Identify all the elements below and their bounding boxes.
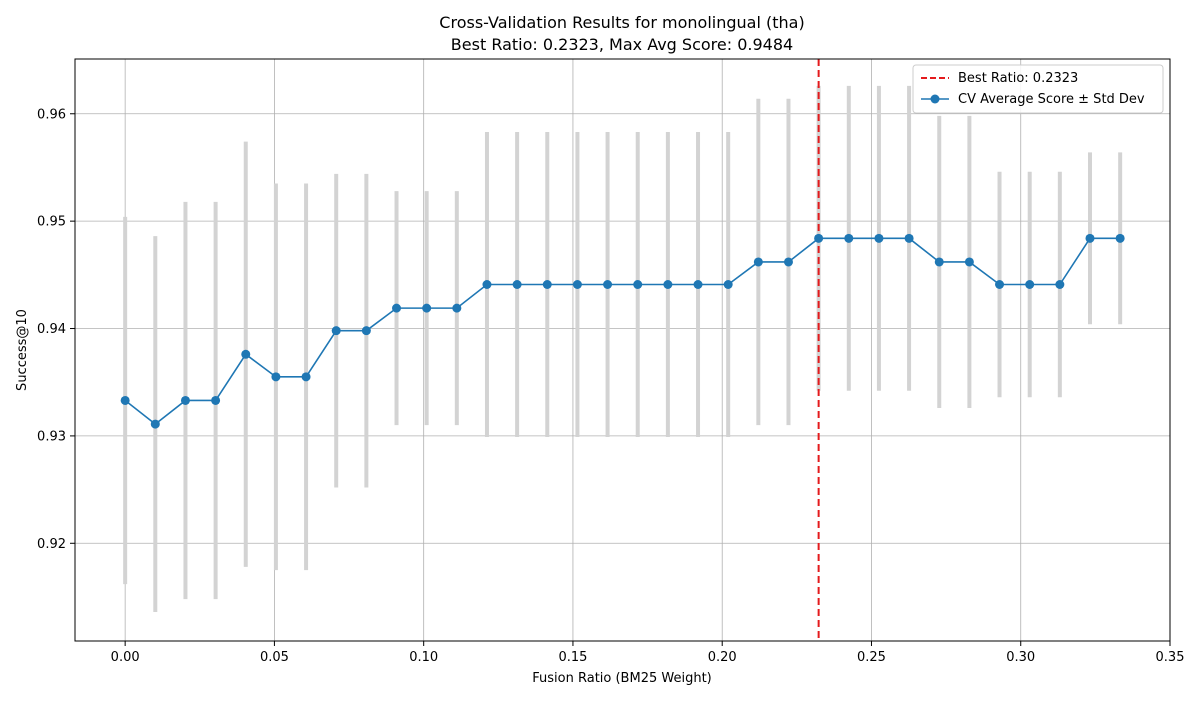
data-point xyxy=(572,279,582,289)
legend-box xyxy=(912,64,1164,114)
plot-frame xyxy=(74,58,1171,642)
data-point xyxy=(120,395,130,405)
data-point xyxy=(1055,279,1065,289)
x-tick-label: 0.00 xyxy=(111,650,140,665)
data-point xyxy=(301,372,311,382)
data-point xyxy=(180,395,190,405)
x-tick-label: 0.30 xyxy=(1006,650,1035,665)
data-point xyxy=(452,303,462,313)
data-point xyxy=(1085,233,1095,243)
data-point xyxy=(331,326,341,336)
data-point xyxy=(211,395,221,405)
data-point xyxy=(422,303,432,313)
y-tick-label: 0.93 xyxy=(37,429,66,444)
y-tick-label: 0.92 xyxy=(37,537,66,552)
series-line xyxy=(124,237,1121,426)
data-point xyxy=(964,257,974,267)
data-point xyxy=(874,233,884,243)
x-tick-label: 0.10 xyxy=(409,650,438,665)
data-point xyxy=(904,233,914,243)
x-tick-label: 0.20 xyxy=(708,650,737,665)
data-point xyxy=(995,279,1005,289)
data-point xyxy=(633,279,643,289)
data-point xyxy=(1025,279,1035,289)
series-layer xyxy=(120,233,1125,429)
data-point xyxy=(934,257,944,267)
y-tick-label: 0.94 xyxy=(37,322,66,337)
chart-title: Cross-Validation Results for monolingual… xyxy=(439,13,804,32)
data-point xyxy=(693,279,703,289)
data-point xyxy=(512,279,522,289)
axes: 0.00 0.05 0.10 0.15 0.20 0.25 0.30 0.35 0.92 0.93… xyxy=(37,58,1185,665)
data-point xyxy=(1115,233,1125,243)
y-axis-label: Success@10 xyxy=(15,309,30,391)
x-axis-label: Fusion Ratio (BM25 Weight) xyxy=(532,671,711,686)
legend-series-swatch-marker xyxy=(930,94,940,104)
data-point xyxy=(241,349,251,359)
x-tick-label: 0.25 xyxy=(857,650,886,665)
data-point xyxy=(150,419,160,429)
data-point xyxy=(783,257,793,267)
data-point xyxy=(271,372,281,382)
data-point xyxy=(542,279,552,289)
x-tick-label: 0.05 xyxy=(260,650,289,665)
data-point xyxy=(603,279,613,289)
data-point xyxy=(361,326,371,336)
y-tick-label: 0.95 xyxy=(37,215,66,230)
chart-subtitle: Best Ratio: 0.2323, Max Avg Score: 0.948… xyxy=(451,35,793,54)
data-point xyxy=(723,279,733,289)
legend: Best Ratio: 0.2323 CV Average Score ± Std… xyxy=(912,64,1164,114)
x-tick-label: 0.35 xyxy=(1156,650,1185,665)
legend-series-label: CV Average Score ± Std Dev xyxy=(958,92,1145,107)
data-point xyxy=(663,279,673,289)
legend-best-ratio-label: Best Ratio: 0.2323 xyxy=(958,71,1078,86)
data-point xyxy=(392,303,402,313)
data-point xyxy=(814,233,824,243)
y-tick-label: 0.96 xyxy=(37,107,66,122)
data-point xyxy=(844,233,854,243)
data-point xyxy=(753,257,763,267)
x-tick-label: 0.15 xyxy=(558,650,587,665)
grid-lines xyxy=(75,59,1171,641)
data-point xyxy=(482,279,492,289)
